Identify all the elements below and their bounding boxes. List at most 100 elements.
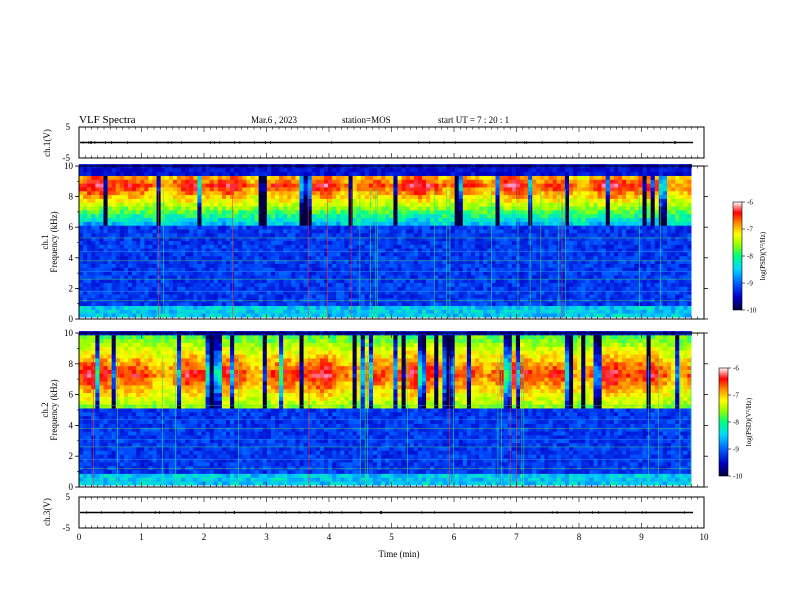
spectrogram-cell bbox=[352, 167, 358, 173]
spectrogram-cell bbox=[311, 171, 317, 176]
spectrogram-cell bbox=[319, 213, 325, 219]
spectrogram-cell bbox=[226, 190, 231, 196]
spectrogram-cell bbox=[193, 175, 198, 180]
spectrogram-cell bbox=[311, 282, 317, 287]
spectrogram-cell bbox=[511, 255, 517, 261]
spectrogram-cell bbox=[189, 309, 194, 314]
spectrogram-cell bbox=[528, 183, 533, 188]
spectrogram-cell bbox=[479, 236, 484, 241]
spectrogram-cell bbox=[160, 309, 166, 314]
spectrogram-cell bbox=[401, 313, 407, 318]
spectrogram-cell bbox=[348, 290, 353, 295]
spectrogram-cell bbox=[311, 263, 317, 268]
spectrogram-cell bbox=[213, 252, 219, 257]
spectrogram-cell bbox=[462, 183, 468, 188]
spectrogram-cell bbox=[209, 244, 215, 249]
spectrogram-cell bbox=[442, 297, 447, 303]
spectrogram-cell bbox=[344, 194, 349, 199]
spectrogram-cell bbox=[221, 198, 227, 203]
spectrogram-cell bbox=[144, 301, 149, 307]
spectrogram-cell bbox=[560, 267, 566, 272]
spectrogram-cell bbox=[397, 275, 402, 280]
spectrogram-cell bbox=[360, 240, 366, 245]
spectrogram-cell bbox=[213, 221, 219, 226]
spectrogram-cell bbox=[499, 198, 505, 203]
spectrogram-cell bbox=[426, 297, 431, 303]
spectrogram-cell bbox=[401, 263, 407, 268]
spectrogram-cell bbox=[524, 232, 529, 238]
spectrogram-cell bbox=[479, 229, 484, 234]
spectrogram-cell bbox=[507, 271, 513, 276]
spectrogram-cell bbox=[287, 263, 292, 268]
spectrogram-cell bbox=[234, 232, 239, 238]
spectrogram-cell bbox=[83, 183, 88, 188]
spectrogram-cell bbox=[422, 248, 427, 253]
spectrogram-cell bbox=[511, 313, 517, 318]
spectrogram-cell bbox=[275, 244, 280, 249]
spectrogram-cell bbox=[99, 206, 104, 211]
spectrogram-cell bbox=[258, 259, 264, 264]
spectrogram-cell bbox=[275, 202, 280, 207]
spectrogram-cell bbox=[283, 217, 288, 222]
spectrogram-cell bbox=[193, 240, 198, 245]
spectrogram-cell bbox=[189, 213, 194, 219]
spectrogram-cell bbox=[328, 248, 333, 253]
spectrogram-cell bbox=[311, 209, 317, 215]
spectrogram-cell bbox=[434, 194, 439, 199]
spectrogram-cell bbox=[307, 252, 313, 257]
spectrogram-cell bbox=[381, 194, 386, 199]
spectrogram-cell bbox=[115, 305, 121, 310]
spectrogram-cell bbox=[201, 248, 206, 253]
spectrogram-cell bbox=[172, 267, 178, 272]
spectrogram-cell bbox=[213, 282, 219, 287]
spectrogram-cell bbox=[311, 301, 317, 307]
spectrogram-cell bbox=[246, 187, 251, 192]
spectrogram-cell bbox=[279, 179, 284, 184]
spectrogram-cell bbox=[442, 244, 447, 249]
spectrogram-cell bbox=[311, 236, 317, 241]
spectrogram-cell bbox=[475, 202, 480, 207]
spectrogram-cell bbox=[409, 229, 415, 234]
spectrogram-cell bbox=[344, 294, 349, 299]
spectrogram-cell bbox=[352, 297, 358, 303]
spectrogram-cell bbox=[185, 309, 190, 314]
spectrogram-cell bbox=[250, 179, 255, 184]
spectrogram-cell bbox=[246, 282, 251, 287]
spectrogram-cell bbox=[385, 213, 390, 219]
spectrogram-cell bbox=[205, 297, 211, 303]
spectrogram-cell bbox=[373, 294, 378, 299]
spectrogram-cell bbox=[479, 209, 484, 215]
spectrogram-cell bbox=[168, 278, 174, 284]
spectrogram-cell bbox=[552, 175, 558, 180]
spectrogram-cell bbox=[270, 275, 276, 280]
spectrogram-cell bbox=[332, 252, 337, 257]
spectrogram-cell bbox=[552, 213, 558, 219]
spectrogram-cell bbox=[307, 229, 313, 234]
spectrogram-cell bbox=[507, 252, 513, 257]
spectrogram-cell bbox=[426, 225, 431, 230]
spectrogram-cell bbox=[552, 206, 558, 211]
spectrogram-cell bbox=[160, 225, 166, 230]
spectrogram-cell bbox=[168, 190, 174, 196]
spectrogram-cell bbox=[246, 179, 251, 184]
spectrogram-cell bbox=[164, 278, 170, 284]
spectrogram-cell bbox=[123, 278, 129, 284]
spectrogram-cell bbox=[356, 282, 362, 287]
spectrogram-cell bbox=[103, 252, 108, 257]
spectrogram-cell bbox=[487, 313, 492, 318]
spectrogram-cell bbox=[279, 248, 284, 253]
spectrogram-cell bbox=[303, 190, 309, 196]
spectrogram-cell bbox=[417, 213, 423, 219]
spectrogram-cell bbox=[324, 221, 329, 226]
spectrogram-cell bbox=[238, 167, 243, 173]
spectrogram-cell bbox=[270, 206, 276, 211]
spectrogram-cell bbox=[540, 171, 545, 176]
spectrogram-cell bbox=[205, 282, 211, 287]
spectrogram-cell bbox=[475, 179, 480, 184]
spectrogram-cell bbox=[266, 252, 272, 257]
spectrogram-cell bbox=[336, 190, 341, 196]
spectrogram-cell bbox=[79, 198, 84, 203]
spectrogram-cell bbox=[495, 179, 500, 184]
spectrogram-cell bbox=[148, 301, 153, 307]
spectrogram-cell bbox=[136, 202, 141, 207]
